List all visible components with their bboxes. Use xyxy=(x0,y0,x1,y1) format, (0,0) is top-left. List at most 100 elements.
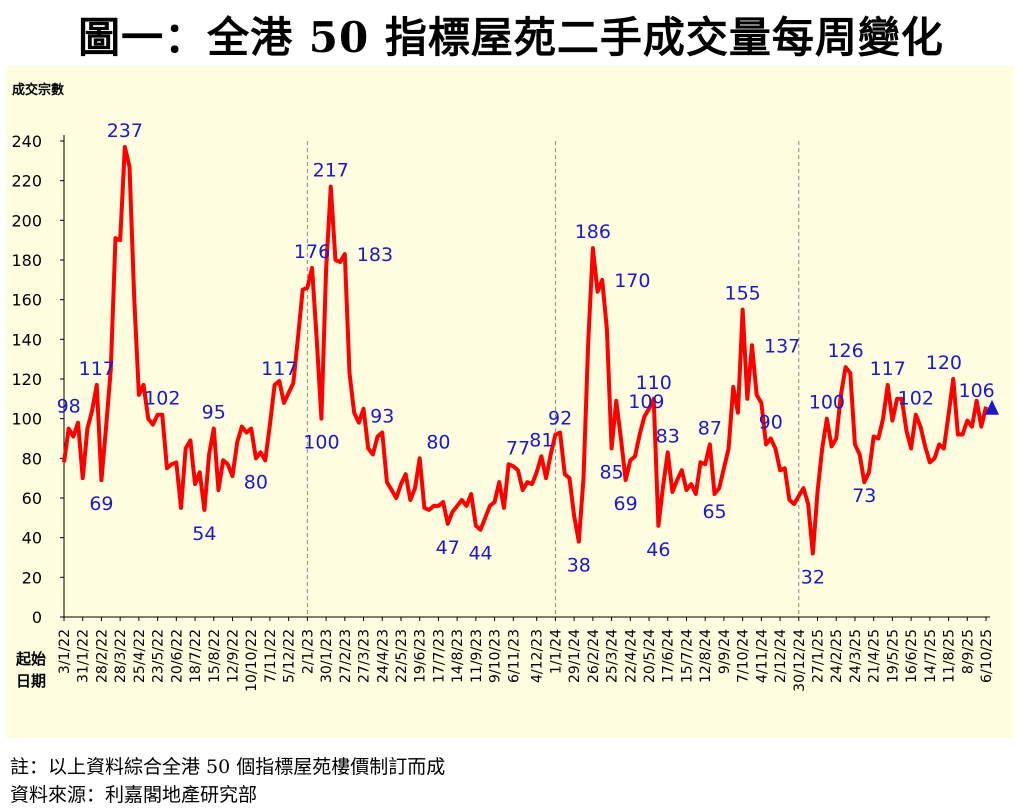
x-tick-label: 19/6/23 xyxy=(413,629,429,683)
year-dividers xyxy=(306,141,800,617)
x-tick-label: 27/2/23 xyxy=(338,629,354,683)
chart-panel: 成交宗數 0 20 40 60 80 100 120 140 160 180 200 220 240 3/1… xyxy=(6,66,1014,738)
y-tick-label: 20 xyxy=(22,568,42,587)
data-label: 81 xyxy=(529,429,553,451)
data-label: 100 xyxy=(303,432,339,454)
chart-title: 圖一：全港 50 指標屋苑二手成交量每周變化 xyxy=(78,13,944,62)
data-label: 47 xyxy=(436,537,460,559)
y-tick-label: 80 xyxy=(22,449,42,468)
y-tick-label: 60 xyxy=(22,489,42,508)
data-label: 217 xyxy=(313,160,349,182)
x-tick-label: 4/11/24 xyxy=(754,629,770,683)
x-tick-label: 17/7/23 xyxy=(431,629,447,683)
data-label: 46 xyxy=(646,539,670,561)
x-tick-label: 4/12/23 xyxy=(530,629,546,683)
data-label: 117 xyxy=(870,358,906,380)
x-tick-label: 2/1/23 xyxy=(300,629,316,674)
x-tick-label: 12/8/24 xyxy=(698,629,714,683)
data-label: 85 xyxy=(599,461,623,483)
data-label: 77 xyxy=(506,437,530,459)
data-label: 120 xyxy=(926,352,962,374)
data-label: 98 xyxy=(57,396,81,418)
footnote: 註：以上資料綜合全港 50 個指標屋苑樓價制訂而成 xyxy=(10,756,446,778)
x-tick-label: 27/1/25 xyxy=(811,629,827,683)
data-label: 126 xyxy=(827,340,863,362)
source-note: 資料來源：利嘉閣地產研究部 xyxy=(10,784,258,806)
x-tick-label: 2/12/24 xyxy=(773,629,789,683)
x-tick-label: 31/1/22 xyxy=(76,629,92,683)
data-label: 109 xyxy=(628,391,664,413)
x-tick-label: 6/11/23 xyxy=(506,629,522,683)
x-tick-label: 22/5/23 xyxy=(394,629,410,683)
x-tick-label: 14/8/23 xyxy=(450,629,466,683)
data-label: 183 xyxy=(357,244,393,266)
x-tick-label: 21/4/25 xyxy=(867,629,883,683)
data-label: 100 xyxy=(809,392,845,414)
y-tick-label: 100 xyxy=(11,410,42,429)
x-tick-label: 9/9/24 xyxy=(717,629,733,674)
x-tick-label: 28/3/22 xyxy=(113,629,129,683)
x-tick-label: 10/10/22 xyxy=(244,629,260,692)
data-label: 44 xyxy=(468,543,492,565)
x-tick-label: 1/1/24 xyxy=(548,629,564,674)
y-tick-label: 200 xyxy=(11,211,42,230)
x-tick-label: 30/1/23 xyxy=(319,629,335,683)
x-tick-label: 22/4/24 xyxy=(623,629,639,683)
x-tick-label: 11/8/25 xyxy=(942,629,958,683)
data-labels: 98 117 69 237 102 54 95 80 117 176 100 217 183 93 80 47… xyxy=(57,120,995,589)
x-tick-label: 24/3/25 xyxy=(848,629,864,683)
y-axis-label: 成交宗數 xyxy=(12,82,64,98)
data-label: 237 xyxy=(107,120,143,142)
data-label: 69 xyxy=(89,493,113,515)
data-label: 95 xyxy=(202,402,226,424)
data-label: 69 xyxy=(614,493,638,515)
x-axis-label-line2: 日期 xyxy=(16,672,46,690)
data-label: 155 xyxy=(724,283,760,305)
x-tick-label: 26/2/24 xyxy=(586,629,602,683)
data-label: 170 xyxy=(614,270,650,292)
x-axis-label: 起始 xyxy=(15,650,46,668)
x-tick-label: 14/7/25 xyxy=(923,629,939,683)
data-label: 176 xyxy=(294,241,330,263)
y-tick-label: 240 xyxy=(11,132,42,151)
axes: 成交宗數 0 20 40 60 80 100 120 140 160 180 200 220 240 3/1… xyxy=(11,82,995,692)
x-tick-label: 16/6/25 xyxy=(904,629,920,683)
y-tick-label: 140 xyxy=(11,330,42,349)
data-label: 90 xyxy=(759,412,783,434)
x-tick-label: 27/3/23 xyxy=(357,629,373,683)
data-label: 117 xyxy=(261,358,297,380)
x-tick-label: 17/6/24 xyxy=(661,629,677,683)
data-label: 117 xyxy=(79,358,115,380)
data-label: 106 xyxy=(959,380,995,402)
y-tick-label: 180 xyxy=(11,251,42,270)
data-label: 186 xyxy=(575,221,611,243)
data-label: 32 xyxy=(801,567,825,589)
x-tick-label: 24/4/23 xyxy=(375,629,391,683)
x-tick-label: 18/7/22 xyxy=(188,629,204,683)
data-label: 80 xyxy=(244,471,268,493)
y-tick-label: 220 xyxy=(11,172,42,191)
y-tick-label: 40 xyxy=(22,529,42,548)
x-tick-label: 25/3/24 xyxy=(605,629,621,683)
x-tick-label: 5/12/22 xyxy=(282,629,298,683)
x-tick-label: 6/10/25 xyxy=(979,629,995,683)
x-tick-label: 7/11/22 xyxy=(263,629,279,683)
x-tick-label: 24/2/25 xyxy=(829,629,845,683)
x-tick-label: 11/9/23 xyxy=(469,629,485,683)
x-tick-label: 28/2/22 xyxy=(94,629,110,683)
series xyxy=(62,144,999,556)
data-label: 102 xyxy=(144,388,180,410)
x-tick-label: 15/7/24 xyxy=(679,629,695,683)
y-tick-label: 120 xyxy=(11,370,42,389)
x-tick-label: 20/6/22 xyxy=(169,629,185,683)
data-label: 65 xyxy=(702,501,726,523)
data-label: 87 xyxy=(698,417,722,439)
x-tick-label: 19/5/25 xyxy=(885,629,901,683)
x-tick-label: 30/12/24 xyxy=(792,629,808,692)
y-tick-label: 0 xyxy=(32,608,42,627)
data-label: 83 xyxy=(656,425,680,447)
x-tick-label: 29/1/24 xyxy=(567,629,583,683)
x-tick-label: 12/9/22 xyxy=(225,629,241,683)
x-tick-label: 7/10/24 xyxy=(736,629,752,683)
data-label: 38 xyxy=(567,555,591,577)
